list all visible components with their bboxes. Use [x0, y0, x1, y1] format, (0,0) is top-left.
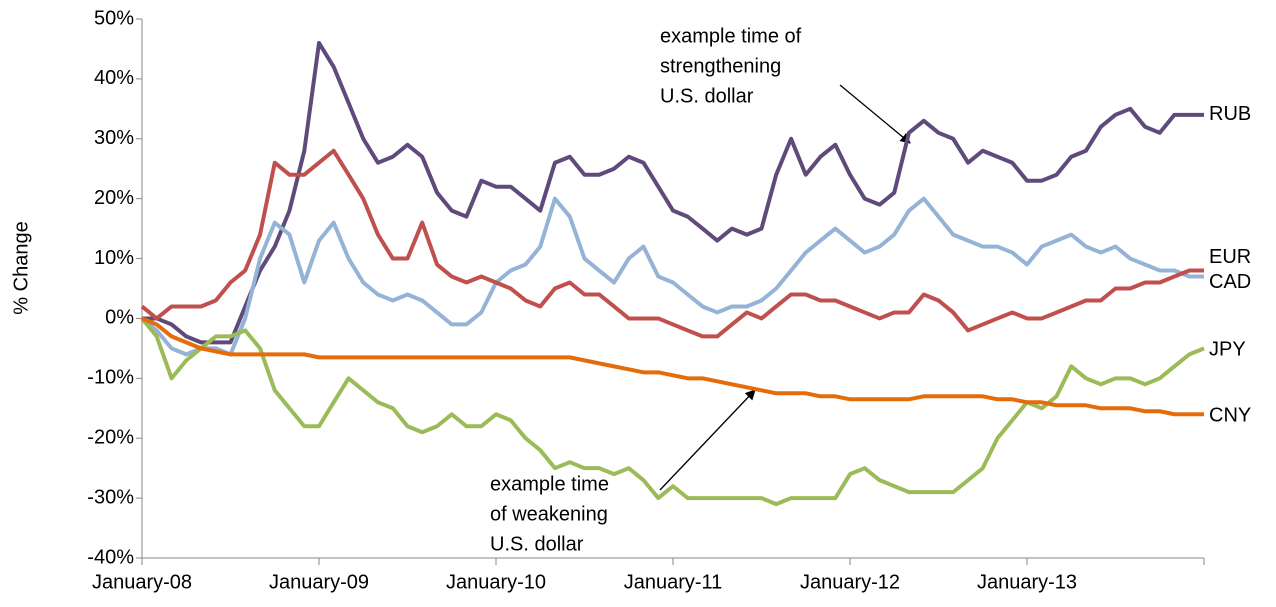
y-tick-label: 40% [94, 67, 134, 89]
y-axis-label: % Change [10, 221, 32, 314]
annotation-arrow [839, 84, 911, 144]
y-tick-label: -30% [87, 486, 134, 508]
y-tick-label: 0% [105, 307, 134, 329]
x-tick-label: January-13 [977, 571, 1077, 593]
y-tick-label: 30% [94, 127, 134, 149]
annotation: U.S. dollar [490, 533, 584, 555]
x-tick-label: January-11 [624, 571, 723, 593]
series-label: RUB [1209, 103, 1251, 125]
y-tick-label: -10% [87, 367, 134, 389]
annotation: example time of [660, 25, 802, 47]
series-label: JPY [1209, 339, 1246, 361]
series-line [140, 196, 1204, 357]
y-tick-label: -40% [87, 546, 134, 568]
series-label: CNY [1209, 405, 1251, 427]
annotation: example time [490, 473, 609, 495]
series-label: CAD [1209, 271, 1251, 293]
x-tick-label: January-09 [269, 571, 369, 593]
series-line [141, 316, 1204, 417]
annotation: strengthening [660, 55, 781, 77]
series-line [142, 40, 1204, 345]
series-line [140, 148, 1204, 339]
y-tick-label: -20% [87, 427, 134, 449]
x-tick-label: January-10 [446, 571, 546, 593]
x-tick-label: January-12 [800, 571, 900, 593]
y-tick-label: 50% [94, 7, 134, 29]
annotation: of weakening [490, 503, 608, 525]
annotation-arrow [659, 389, 756, 491]
annotation: U.S. dollar [660, 85, 754, 107]
series-label: EUR [1209, 246, 1251, 268]
y-tick-label: 10% [94, 247, 134, 269]
y-tick-label: 20% [94, 187, 134, 209]
x-tick-label: January-08 [92, 571, 192, 593]
